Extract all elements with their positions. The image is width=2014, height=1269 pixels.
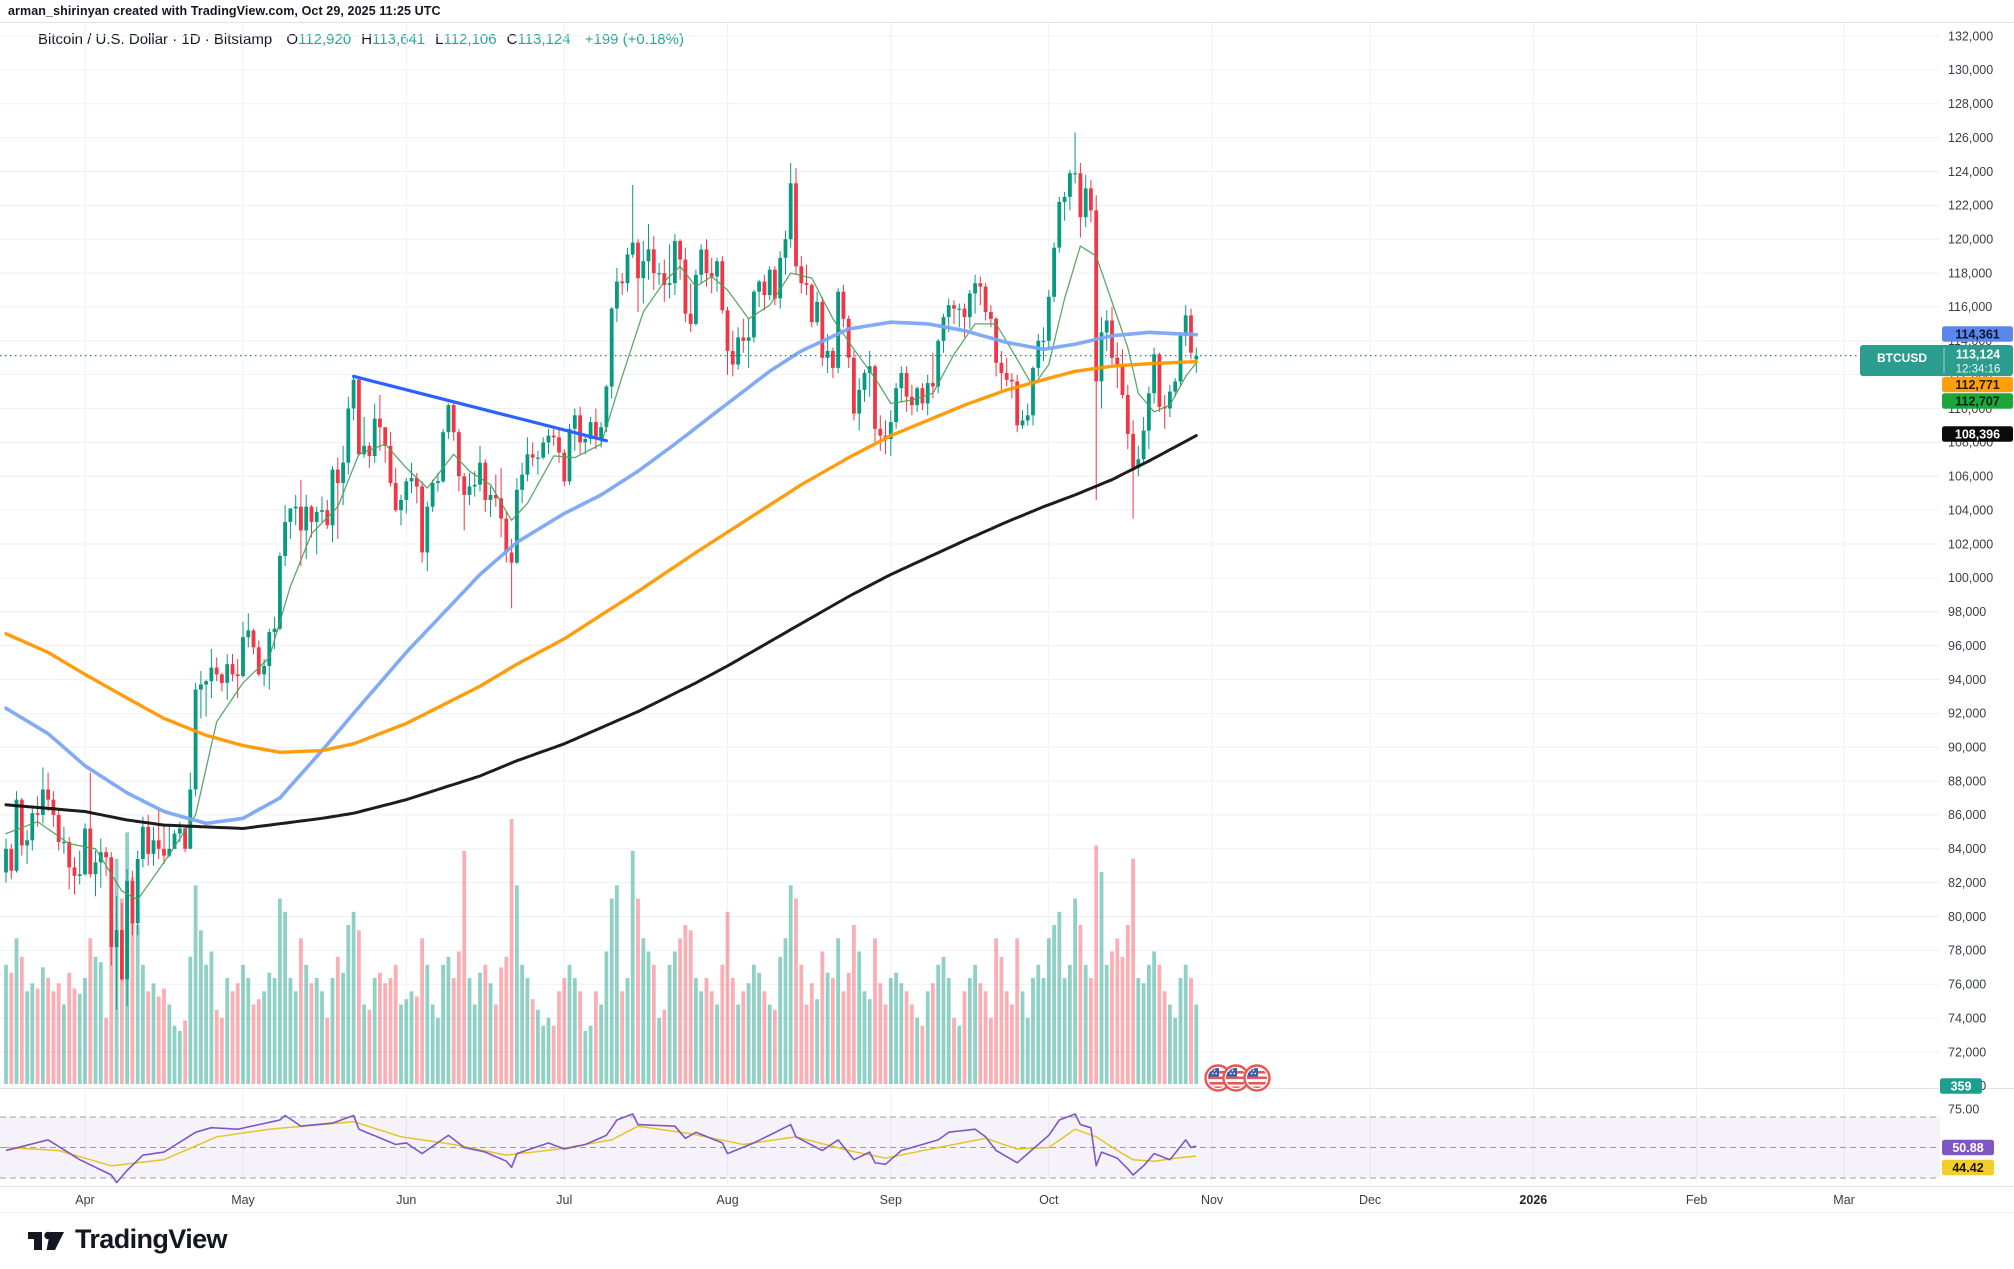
volume-badge: 359	[1940, 1078, 1982, 1094]
svg-text:128,000: 128,000	[1948, 97, 1993, 111]
ohlc-key: L	[435, 31, 444, 48]
svg-text:78,000: 78,000	[1948, 944, 1986, 958]
svg-text:98,000: 98,000	[1948, 605, 1986, 619]
svg-text:94,000: 94,000	[1948, 673, 1986, 687]
svg-text:100,000: 100,000	[1948, 571, 1993, 585]
svg-text:82,000: 82,000	[1948, 876, 1986, 890]
svg-text:88,000: 88,000	[1948, 774, 1986, 788]
tradingview-logo-text: TradingView	[75, 1224, 228, 1254]
svg-text:50.88: 50.88	[1952, 1141, 1983, 1155]
svg-text:118,000: 118,000	[1948, 266, 1992, 280]
rsi-line	[5, 1113, 1197, 1184]
svg-text:Aug: Aug	[716, 1193, 738, 1207]
svg-text:113,124: 113,124	[1956, 348, 2001, 362]
svg-text:96,000: 96,000	[1948, 639, 1986, 653]
ohlc-value: 112,106	[443, 31, 497, 48]
svg-text:86,000: 86,000	[1948, 808, 1986, 822]
ohlc-values: O112,920 H113,641 L112,106 C113,124	[276, 31, 570, 48]
svg-text:75.00: 75.00	[1948, 1103, 1979, 1117]
sma-100-line	[4, 359, 1198, 754]
rsi-ma-line	[5, 1120, 1197, 1167]
sma-50-line	[4, 320, 1199, 826]
sma-200-line	[4, 434, 1198, 830]
ma100-price-badge: 112,771	[1942, 376, 2013, 393]
svg-text:Mar: Mar	[1833, 1193, 1855, 1207]
ohlc-value: 113,124	[517, 31, 571, 48]
ma200-price-badge: 108,396	[1942, 426, 2013, 442]
ohlc-value: 112,920	[298, 31, 352, 48]
rsi-value-badge: 50.88	[1942, 1139, 1994, 1156]
svg-text:92,000: 92,000	[1948, 707, 1986, 721]
svg-text:104,000: 104,000	[1948, 503, 1993, 517]
grid	[0, 22, 1940, 1186]
svg-text:76,000: 76,000	[1948, 978, 1986, 992]
ohlc-value: 113,641	[372, 31, 426, 48]
svg-text:80,000: 80,000	[1948, 910, 1986, 924]
svg-text:Oct: Oct	[1039, 1193, 1059, 1207]
rsi-ma-value-badge: 44.42	[1942, 1159, 1994, 1176]
svg-text:12:34:16: 12:34:16	[1956, 364, 2001, 376]
svg-text:Nov: Nov	[1201, 1193, 1224, 1207]
ema-price-badge: 112,707	[1942, 393, 2013, 409]
svg-text:Dec: Dec	[1359, 1193, 1381, 1207]
ema-21-line	[5, 245, 1197, 901]
tradingview-logo-icon	[28, 1231, 64, 1250]
svg-text:130,000: 130,000	[1948, 63, 1993, 77]
svg-text:112,707: 112,707	[1955, 394, 2000, 408]
svg-text:84,000: 84,000	[1948, 842, 1986, 856]
svg-text:126,000: 126,000	[1948, 131, 1993, 145]
trendline[interactable]	[352, 374, 609, 443]
svg-text:359: 359	[1951, 1079, 1972, 1093]
svg-text:114,361: 114,361	[1955, 327, 2000, 341]
svg-text:44.42: 44.42	[1952, 1161, 1983, 1175]
svg-text:Jul: Jul	[556, 1193, 572, 1207]
svg-text:120,000: 120,000	[1948, 233, 1993, 247]
svg-text:2026: 2026	[1519, 1193, 1547, 1207]
svg-text:132,000: 132,000	[1948, 29, 1993, 43]
pane-borders	[0, 22, 2014, 1213]
svg-text:74,000: 74,000	[1948, 1011, 1986, 1025]
time-axis[interactable]: Apr May Jun Jul Aug Sep Oct Nov Dec 2026 Feb Mar	[75, 1193, 1855, 1207]
svg-text:May: May	[231, 1193, 255, 1207]
price-axis[interactable]: 70,00072,00074,00076,00078,00080,00082,0…	[1948, 29, 1993, 1116]
ohlc-key: H	[361, 31, 373, 48]
svg-text:Feb: Feb	[1686, 1193, 1708, 1207]
svg-text:122,000: 122,000	[1948, 199, 1993, 213]
ma50-price-badge: 114,361	[1942, 326, 2013, 342]
symbol-title[interactable]: Bitcoin / U.S. Dollar · 1D · Bitstamp	[38, 31, 273, 48]
attribution-watermark: arman_shirinyan created with TradingView…	[8, 4, 441, 18]
svg-text:106,000: 106,000	[1948, 470, 1993, 484]
svg-text:72,000: 72,000	[1948, 1045, 1986, 1059]
svg-text:Apr: Apr	[75, 1193, 94, 1207]
ohlc-key: O	[286, 31, 299, 48]
svg-text:Sep: Sep	[880, 1193, 902, 1207]
last-price-badge: BTCUSD 113,124 12:34:16	[1860, 345, 2013, 376]
economic-event-flag-icons[interactable]	[1204, 1064, 1271, 1092]
volume-bars	[4, 819, 1199, 1085]
ohlc-key: C	[506, 31, 518, 48]
svg-text:BTCUSD: BTCUSD	[1877, 351, 1927, 365]
candles	[4, 132, 1199, 1010]
svg-text:108,396: 108,396	[1955, 427, 2000, 441]
tradingview-logo[interactable]: TradingView	[28, 1224, 228, 1255]
svg-text:102,000: 102,000	[1948, 537, 1993, 551]
svg-text:112,771: 112,771	[1955, 378, 2000, 392]
svg-text:116,000: 116,000	[1948, 300, 1992, 314]
symbol-header: Bitcoin / U.S. Dollar · 1D · Bitstamp O1…	[38, 31, 684, 48]
change-value: +199 (+0.18%)	[584, 31, 684, 48]
svg-text:Jun: Jun	[396, 1193, 416, 1207]
svg-text:90,000: 90,000	[1948, 741, 1986, 755]
svg-text:124,000: 124,000	[1948, 165, 1993, 179]
